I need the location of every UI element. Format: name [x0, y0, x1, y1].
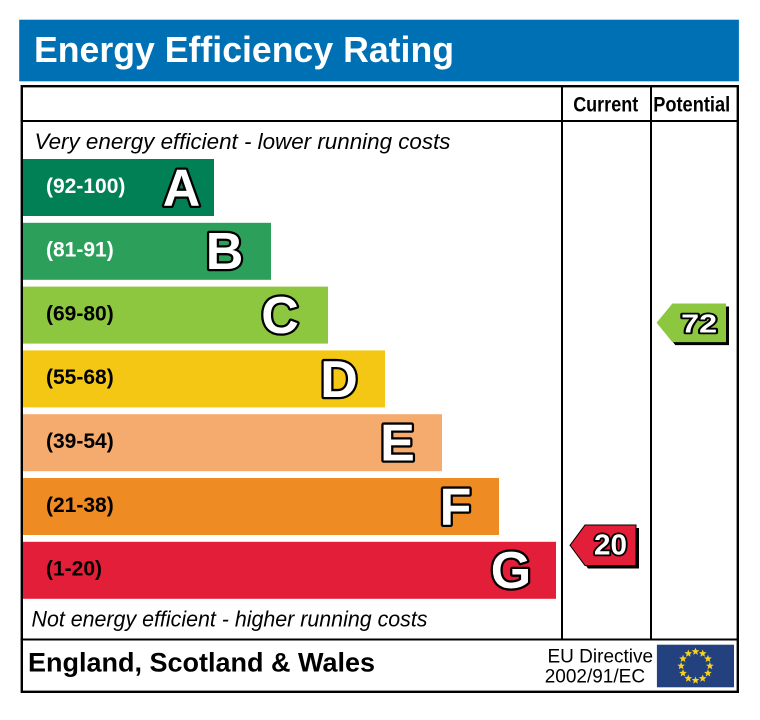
- svg-text:A: A: [163, 159, 201, 217]
- svg-text:Not energy efficient - higher: Not energy efficient - higher running co…: [32, 607, 428, 632]
- svg-text:2002/91/EC: 2002/91/EC: [545, 667, 645, 688]
- svg-text:G: G: [491, 542, 531, 600]
- svg-text:B: B: [206, 223, 244, 281]
- svg-text:C: C: [261, 287, 299, 345]
- svg-text:72: 72: [681, 308, 717, 338]
- svg-text:(1-20): (1-20): [46, 558, 102, 581]
- svg-text:(81-91): (81-91): [46, 239, 114, 262]
- svg-text:E: E: [380, 415, 415, 473]
- svg-text:(39-54): (39-54): [46, 430, 114, 453]
- svg-text:England, Scotland & Wales: England, Scotland & Wales: [28, 648, 375, 678]
- svg-text:(55-68): (55-68): [46, 366, 114, 389]
- svg-text:(21-38): (21-38): [46, 494, 114, 517]
- svg-text:20: 20: [594, 530, 627, 562]
- svg-text:Very energy efficient - lower: Very energy efficient - lower running co…: [35, 129, 451, 154]
- svg-text:Current: Current: [573, 94, 638, 117]
- svg-text:Potential: Potential: [653, 94, 730, 117]
- svg-text:(69-80): (69-80): [46, 302, 114, 325]
- svg-text:Energy Efficiency Rating: Energy Efficiency Rating: [34, 29, 454, 70]
- svg-text:EU Directive: EU Directive: [548, 647, 654, 668]
- svg-text:D: D: [320, 351, 358, 409]
- svg-text:(92-100): (92-100): [46, 175, 125, 198]
- svg-text:F: F: [440, 478, 472, 536]
